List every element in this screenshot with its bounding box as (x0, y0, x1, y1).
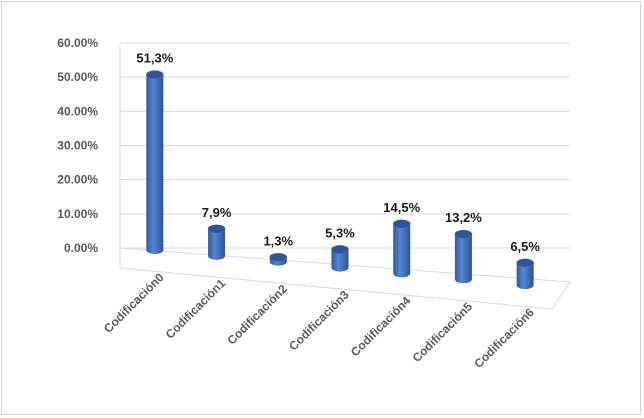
bar-body-4 (393, 223, 411, 278)
bar-top-2 (269, 252, 288, 262)
bar-body-3 (331, 249, 349, 272)
bar-top-4 (392, 219, 411, 229)
bar-6 (516, 258, 534, 290)
bar-1 (207, 224, 226, 260)
bar-body-0 (146, 74, 164, 254)
bar-2 (269, 252, 288, 266)
y-tick-label-6: 60.00% (57, 36, 98, 50)
bars (146, 70, 534, 290)
gridlines (119, 42, 570, 249)
bar-body-1 (208, 228, 226, 260)
floor-outline (119, 247, 571, 310)
data-label-4: 14,5% (383, 200, 420, 215)
y-axis-ticks: 0.00% 10.00% 20.00% 30.00% 40.00% 50.00% 60.00… (57, 36, 98, 255)
data-label-2: 1,3% (263, 233, 293, 248)
y-tick-label-0: 0.00% (64, 241, 98, 255)
chart-floor (119, 247, 571, 310)
data-label-0: 51,3% (136, 51, 173, 66)
bar-top-5 (454, 229, 473, 239)
bar-5 (454, 229, 473, 284)
bar-3 (331, 245, 349, 272)
bar-top-6 (516, 258, 534, 268)
y-tick-label-3: 30.00% (57, 139, 98, 153)
y-tick-label-5: 50.00% (57, 70, 98, 84)
bar-body-6 (516, 262, 534, 290)
data-labels: 51,3% 7,9% 1,3% 5,3% 14,5% 13,2% 6,5% (136, 51, 540, 254)
bar-4 (392, 219, 411, 278)
data-label-5: 13,2% (445, 210, 482, 225)
bar-top-1 (207, 224, 226, 234)
y-tick-label-1: 10.00% (57, 207, 98, 221)
bar-top-3 (331, 245, 349, 254)
bar-top-0 (146, 70, 164, 80)
y-tick-label-4: 40.00% (57, 104, 98, 118)
data-label-3: 5,3% (325, 225, 355, 240)
data-label-1: 7,9% (202, 205, 232, 220)
data-label-6: 6,5% (510, 239, 540, 254)
bar-body-5 (454, 234, 472, 284)
bar-0 (146, 70, 164, 254)
y-tick-label-2: 20.00% (57, 173, 98, 187)
